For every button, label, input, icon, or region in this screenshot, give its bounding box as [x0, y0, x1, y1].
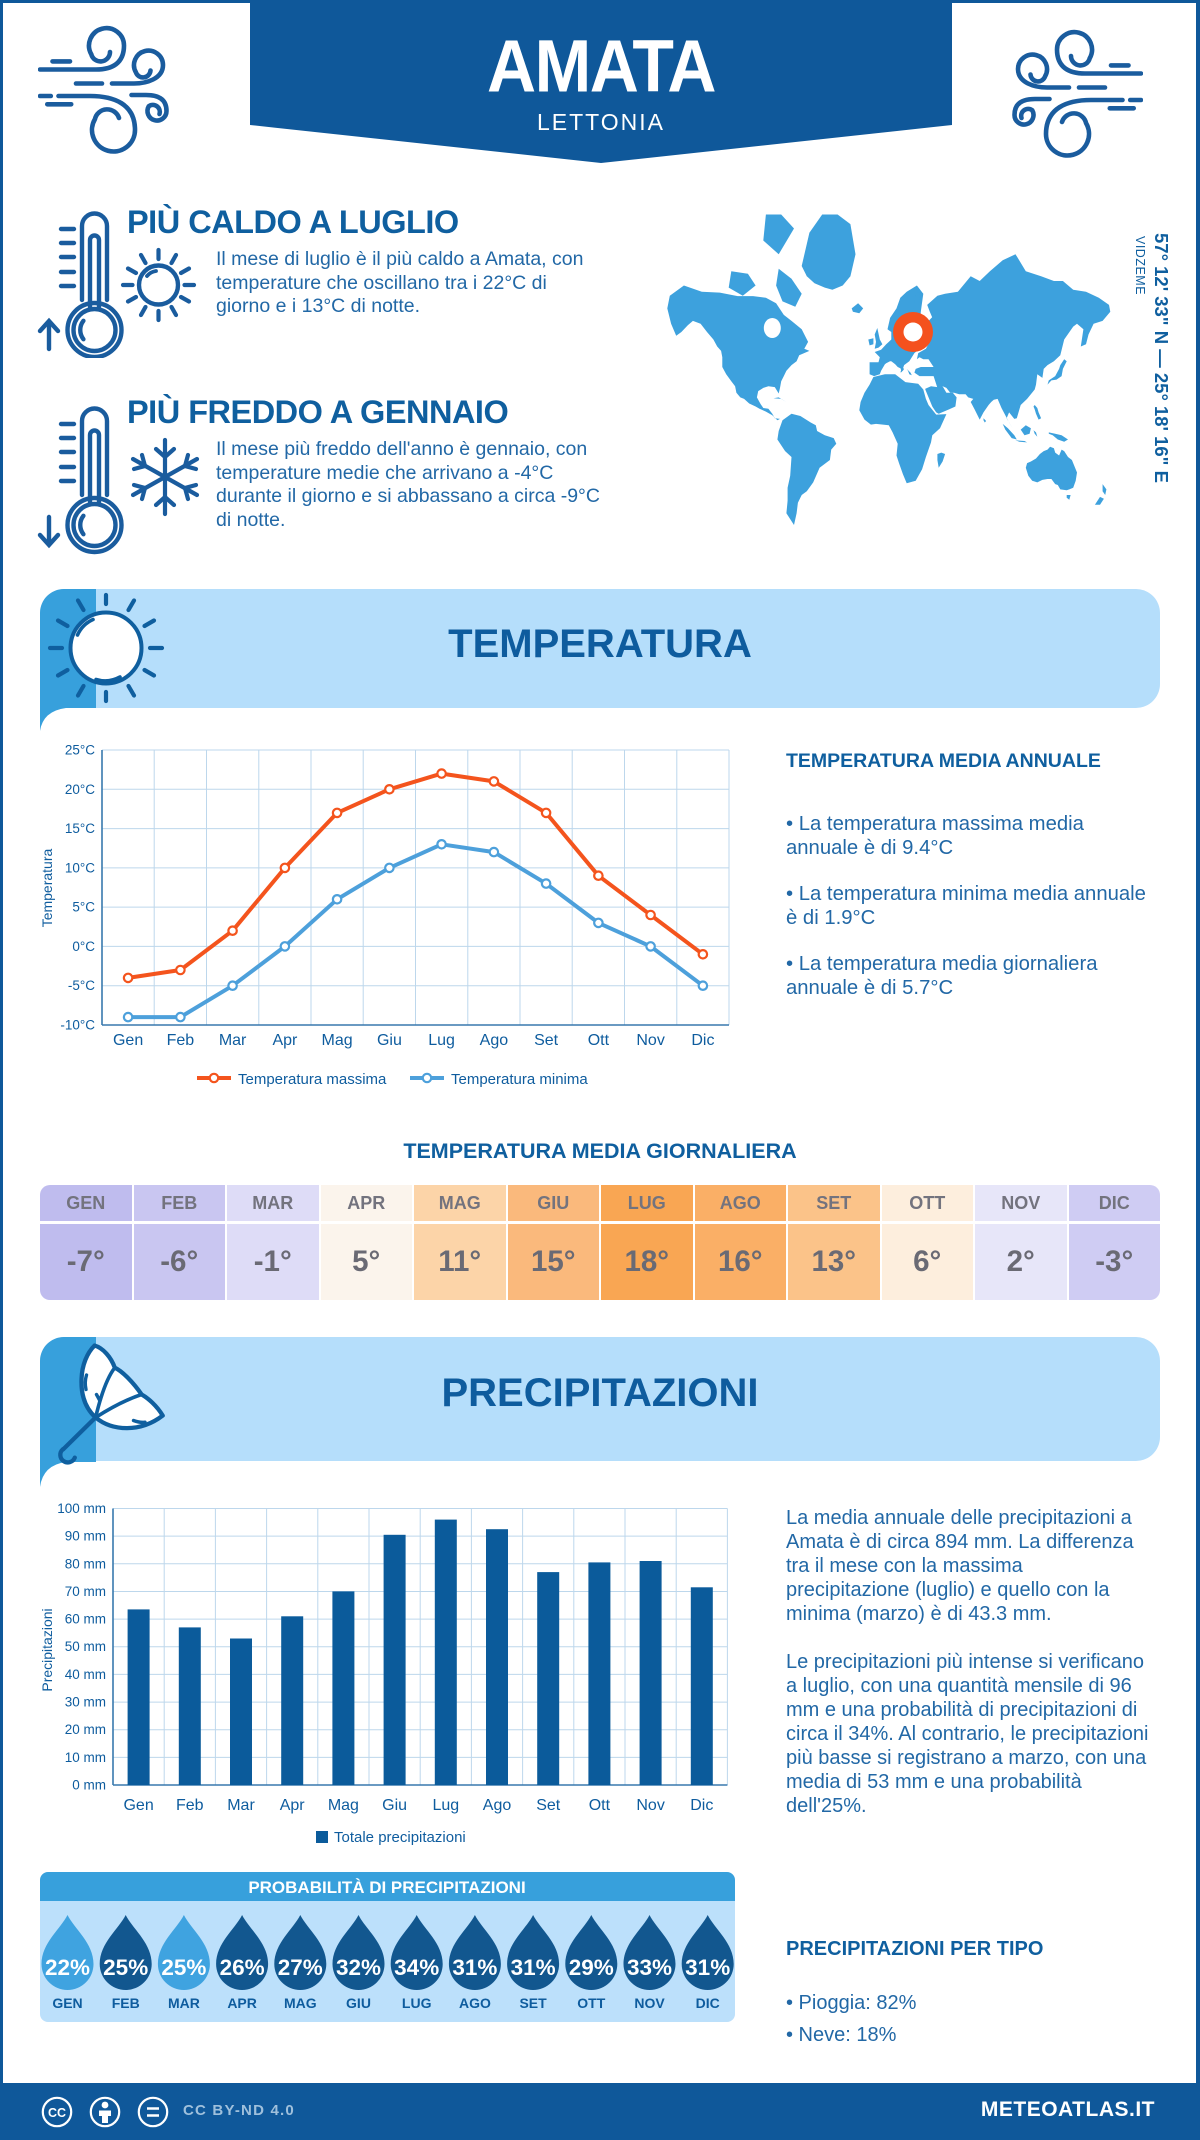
svg-text:Temperatura minima: Temperatura minima [451, 1071, 588, 1088]
svg-text:31%: 31% [685, 1955, 730, 1980]
svg-text:Temperatura: Temperatura [40, 848, 55, 927]
svg-text:22%: 22% [45, 1955, 90, 1980]
svg-text:Set: Set [534, 1032, 559, 1049]
svg-text:LUG: LUG [402, 1995, 432, 2011]
svg-text:5°C: 5°C [72, 900, 95, 915]
svg-text:PROBABILITÀ DI PRECIPITAZIONI: PROBABILITÀ DI PRECIPITAZIONI [248, 1878, 525, 1897]
svg-text:Mar: Mar [227, 1797, 255, 1814]
svg-text:70 mm: 70 mm [65, 1584, 106, 1599]
svg-text:GIU: GIU [346, 1995, 371, 2011]
svg-text:MAR: MAR [168, 1995, 200, 2011]
svg-text:Nov: Nov [636, 1797, 664, 1814]
svg-text:APR: APR [227, 1995, 257, 2011]
svg-text:20°C: 20°C [65, 782, 95, 797]
svg-text:Dic: Dic [690, 1797, 713, 1814]
svg-text:Precipitazioni: Precipitazioni [40, 1608, 55, 1691]
svg-text:Gen: Gen [113, 1032, 143, 1049]
svg-text:80 mm: 80 mm [65, 1556, 106, 1571]
svg-text:OTT: OTT [577, 1995, 605, 2011]
svg-text:NOV: NOV [634, 1995, 665, 2011]
svg-text:Apr: Apr [280, 1797, 306, 1814]
svg-text:Totale precipitazioni: Totale precipitazioni [334, 1829, 466, 1846]
svg-text:Nov: Nov [636, 1032, 664, 1049]
svg-text:Feb: Feb [167, 1032, 195, 1049]
svg-text:Lug: Lug [428, 1032, 455, 1049]
svg-text:Temperatura massima: Temperatura massima [238, 1071, 387, 1088]
svg-text:Set: Set [536, 1797, 561, 1814]
svg-text:25%: 25% [161, 1955, 206, 1980]
svg-text:Ago: Ago [480, 1032, 509, 1049]
svg-text:-10°C: -10°C [60, 1018, 95, 1033]
svg-text:50 mm: 50 mm [65, 1639, 106, 1654]
svg-text:90 mm: 90 mm [65, 1529, 106, 1544]
svg-text:Dic: Dic [691, 1032, 714, 1049]
svg-text:GEN: GEN [52, 1995, 82, 2011]
svg-text:10 mm: 10 mm [65, 1750, 106, 1765]
svg-text:Mag: Mag [328, 1797, 359, 1814]
svg-text:60 mm: 60 mm [65, 1612, 106, 1627]
svg-text:31%: 31% [511, 1955, 556, 1980]
svg-text:Giu: Giu [377, 1032, 402, 1049]
svg-text:FEB: FEB [112, 1995, 140, 2011]
svg-text:30 mm: 30 mm [65, 1695, 106, 1710]
svg-text:27%: 27% [278, 1955, 323, 1980]
svg-text:-5°C: -5°C [68, 978, 95, 993]
svg-text:Mag: Mag [322, 1032, 353, 1049]
svg-text:32%: 32% [336, 1955, 381, 1980]
svg-text:100 mm: 100 mm [57, 1501, 106, 1516]
svg-text:AGO: AGO [459, 1995, 491, 2011]
svg-text:Ott: Ott [588, 1032, 610, 1049]
svg-text:20 mm: 20 mm [65, 1722, 106, 1737]
svg-text:Apr: Apr [272, 1032, 298, 1049]
svg-text:Giu: Giu [382, 1797, 407, 1814]
svg-text:DIC: DIC [696, 1995, 720, 2011]
svg-text:0 mm: 0 mm [72, 1778, 106, 1793]
svg-text:Ago: Ago [483, 1797, 512, 1814]
svg-text:Mar: Mar [219, 1032, 247, 1049]
svg-text:26%: 26% [220, 1955, 265, 1980]
svg-text:29%: 29% [569, 1955, 614, 1980]
svg-text:15°C: 15°C [65, 821, 95, 836]
svg-text:34%: 34% [394, 1955, 439, 1980]
svg-text:Gen: Gen [123, 1797, 153, 1814]
svg-text:Feb: Feb [176, 1797, 204, 1814]
svg-text:Ott: Ott [589, 1797, 611, 1814]
svg-text:0°C: 0°C [72, 939, 95, 954]
svg-text:Lug: Lug [432, 1797, 459, 1814]
svg-text:33%: 33% [627, 1955, 672, 1980]
svg-text:CC: CC [48, 2106, 66, 2120]
svg-text:10°C: 10°C [65, 860, 95, 875]
svg-text:25%: 25% [103, 1955, 148, 1980]
svg-text:SET: SET [519, 1995, 547, 2011]
svg-text:40 mm: 40 mm [65, 1667, 106, 1682]
svg-text:31%: 31% [452, 1955, 497, 1980]
svg-text:MAG: MAG [284, 1995, 317, 2011]
svg-text:25°C: 25°C [65, 743, 95, 758]
